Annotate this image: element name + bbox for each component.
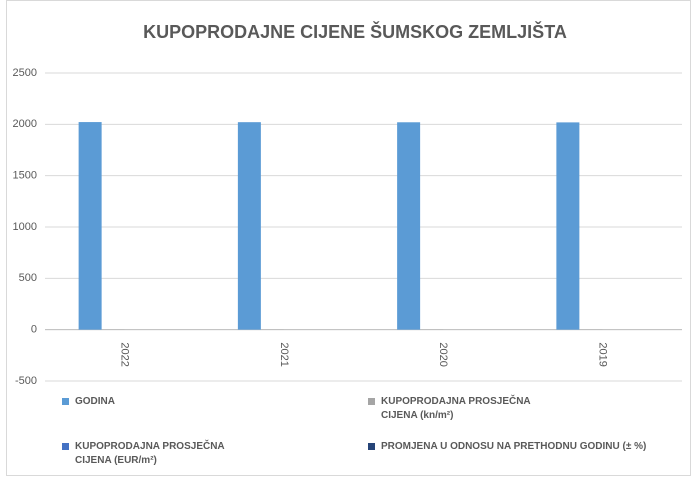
x-tick-label: 2019 [596, 342, 608, 366]
legend-swatch [62, 443, 69, 450]
legend-label: GODINA [75, 396, 115, 407]
legend-swatch [62, 398, 69, 405]
x-tick-label: 2020 [437, 342, 449, 366]
y-tick-label: 1000 [13, 221, 37, 233]
y-tick-label: 500 [19, 272, 37, 284]
legend-swatch [368, 443, 375, 450]
legend-item: KUPOPRODAJNA PROSJEČNA CIJENA (EUR/m²) [62, 440, 262, 468]
legend-swatch [368, 398, 375, 405]
legend-item: GODINA [62, 395, 262, 409]
bar [78, 122, 102, 330]
legend-label: KUPOPRODAJNA PROSJEČNA CIJENA (kn/m²) [381, 396, 531, 421]
legend-label: KUPOPRODAJNA PROSJEČNA CIJENA (EUR/m²) [75, 441, 225, 466]
legend-item: PROMJENA U ODNOSU NA PRETHODNU GODINU (±… [368, 440, 658, 454]
bar [397, 122, 421, 330]
y-tick-label: 2500 [13, 67, 37, 79]
legend-label: PROMJENA U ODNOSU NA PRETHODNU GODINU (±… [381, 441, 647, 452]
y-tick-label: 0 [31, 324, 37, 336]
y-tick-label: 1500 [13, 170, 37, 182]
y-tick-label: -500 [15, 375, 37, 387]
legend-item: KUPOPRODAJNA PROSJEČNA CIJENA (kn/m²) [368, 395, 568, 423]
chart-title: KUPOPRODAJNE CIJENE ŠUMSKOG ZEMLJIŠTA [143, 21, 567, 42]
y-tick-label: 2000 [13, 118, 37, 130]
x-tick-label: 2021 [278, 342, 290, 366]
x-tick-label: 2022 [119, 342, 131, 366]
bar [237, 122, 261, 330]
bar [556, 122, 580, 330]
